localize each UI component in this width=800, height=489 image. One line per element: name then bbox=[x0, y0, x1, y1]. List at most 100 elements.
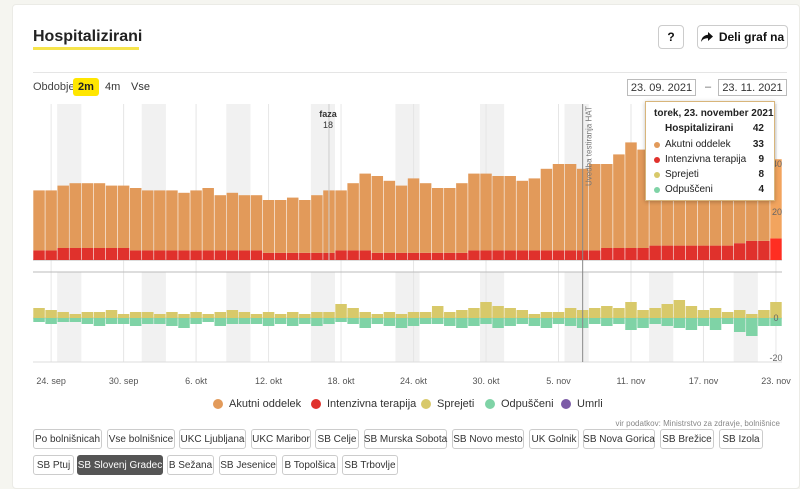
discharged-bar bbox=[214, 318, 226, 326]
icu-legend-icon bbox=[311, 399, 321, 409]
tooltip-row-admitted: Sprejeti 8 bbox=[654, 168, 764, 181]
discharged-bar bbox=[371, 318, 384, 324]
discharged-bar bbox=[226, 318, 239, 324]
admitted-bar bbox=[93, 312, 106, 318]
legend-acute[interactable]: Akutni oddelek bbox=[213, 398, 301, 410]
discharged-bar bbox=[45, 318, 57, 324]
discharged-bar bbox=[661, 318, 673, 326]
legend-label: Umrli bbox=[577, 398, 603, 410]
period-4m[interactable]: 4m bbox=[105, 81, 121, 93]
hospital-button[interactable]: SB Brežice bbox=[660, 429, 714, 449]
icu-bar bbox=[238, 250, 251, 260]
hospital-button-selected[interactable]: SB Slovenj Gradec bbox=[77, 455, 163, 475]
acute-bar bbox=[540, 168, 553, 251]
discharged-bar bbox=[335, 318, 347, 322]
admitted-bar bbox=[673, 300, 686, 318]
hospital-button[interactable]: UKC Ljubljana bbox=[179, 429, 246, 449]
acute-bar bbox=[407, 178, 420, 253]
hospital-button[interactable]: SB Novo mesto bbox=[452, 429, 524, 449]
legend-discharged[interactable]: Odpuščeni bbox=[485, 398, 554, 410]
hospital-button[interactable]: SB Jesenice bbox=[219, 455, 277, 475]
discharged-bar bbox=[733, 318, 746, 332]
discharged-bar bbox=[166, 318, 178, 326]
acute-bar bbox=[504, 176, 516, 251]
hospital-button[interactable]: SB Celje bbox=[315, 429, 359, 449]
admitted-bar bbox=[142, 312, 154, 318]
period-2m[interactable]: 2m bbox=[73, 78, 99, 96]
phase-label: faza bbox=[319, 109, 338, 119]
icu-bar bbox=[492, 250, 504, 260]
admitted-bar bbox=[117, 314, 130, 318]
legend-label: Sprejeti bbox=[437, 398, 475, 410]
icu-bar bbox=[709, 245, 722, 260]
period-all[interactable]: Vse bbox=[131, 81, 150, 93]
tooltip-label: Sprejeti bbox=[665, 169, 699, 180]
x-tick-label: 18. okt bbox=[328, 376, 356, 386]
admitted-bar bbox=[540, 312, 553, 318]
admitted-bar bbox=[625, 302, 637, 318]
hospital-button[interactable]: SB Ptuj bbox=[33, 455, 74, 475]
admitted-bar bbox=[456, 310, 468, 318]
hospital-button[interactable]: SB Murska Sobota bbox=[364, 429, 447, 449]
help-button[interactable]: ? bbox=[658, 25, 684, 49]
icu-bar bbox=[419, 252, 432, 260]
hospital-button[interactable]: UKC Maribor bbox=[251, 429, 311, 449]
discharged-bar bbox=[250, 318, 263, 324]
hospital-button[interactable]: B Sežana bbox=[167, 455, 214, 475]
acute-bar bbox=[93, 183, 106, 248]
icu-bar bbox=[117, 248, 130, 260]
discharged-bar bbox=[202, 318, 214, 322]
acute-bar bbox=[721, 161, 734, 246]
discharged-bar bbox=[637, 318, 649, 328]
acute-bar bbox=[81, 183, 94, 248]
admitted-bar bbox=[178, 314, 190, 318]
hospital-button[interactable]: UK Golnik bbox=[529, 429, 579, 449]
icu-bar bbox=[552, 250, 565, 260]
admitted-bar bbox=[262, 312, 275, 318]
hospital-button[interactable]: SB Nova Gorica bbox=[583, 429, 655, 449]
admitted-dot-icon bbox=[654, 171, 660, 178]
hospital-button[interactable]: SB Trbovlje bbox=[342, 455, 398, 475]
date-to-input[interactable]: 23. 11. 2021 bbox=[718, 79, 787, 96]
admitted-bar bbox=[407, 312, 420, 318]
icu-bar bbox=[274, 252, 287, 260]
discharged-bar bbox=[178, 318, 190, 328]
tooltip-value: 42 bbox=[752, 123, 764, 134]
acute-bar bbox=[516, 180, 529, 251]
legend-deceased[interactable]: Umrli bbox=[561, 398, 603, 410]
icu-bar bbox=[733, 243, 746, 260]
admitted-bar bbox=[613, 308, 625, 318]
tooltip-row-total: Hospitalizirani 42 bbox=[654, 122, 764, 135]
deceased-legend-icon bbox=[561, 399, 571, 409]
admitted-bar bbox=[323, 312, 335, 318]
discharged-bar bbox=[746, 318, 758, 336]
share-button[interactable]: Deli graf na bbox=[697, 25, 788, 49]
hospital-button[interactable]: SB Izola bbox=[719, 429, 763, 449]
admitted-bar bbox=[552, 312, 565, 318]
acute-bar bbox=[214, 195, 226, 251]
chart-legend: Akutni oddelek Intenzivna terapija Sprej… bbox=[0, 398, 800, 414]
acute-bar bbox=[238, 195, 251, 251]
admitted-bar bbox=[166, 312, 178, 318]
date-from-input[interactable]: 23. 09. 2021 bbox=[627, 79, 696, 96]
admitted-bar bbox=[709, 308, 722, 318]
icu-bar bbox=[202, 250, 214, 260]
icu-bar bbox=[673, 245, 686, 260]
legend-admitted[interactable]: Sprejeti bbox=[421, 398, 474, 410]
legend-icu[interactable]: Intenzivna terapija bbox=[311, 398, 416, 410]
discharged-bar bbox=[528, 318, 541, 326]
admitted-bar bbox=[359, 312, 371, 318]
hospital-button[interactable]: B Topolšica bbox=[282, 455, 338, 475]
acute-bar bbox=[528, 178, 541, 251]
icu-bar bbox=[166, 250, 178, 260]
acute-bar bbox=[178, 192, 190, 251]
hospital-button[interactable]: Po bolnišnicah bbox=[33, 429, 102, 449]
icu-bar bbox=[649, 245, 661, 260]
hospital-button[interactable]: Vse bolnišnice bbox=[107, 429, 175, 449]
acute-bar bbox=[637, 149, 649, 248]
acute-bar bbox=[359, 173, 371, 251]
legend-label: Intenzivna terapija bbox=[327, 398, 417, 410]
admitted-bar bbox=[444, 312, 456, 318]
acute-bar bbox=[142, 190, 154, 251]
share-arrow-icon bbox=[700, 32, 713, 42]
